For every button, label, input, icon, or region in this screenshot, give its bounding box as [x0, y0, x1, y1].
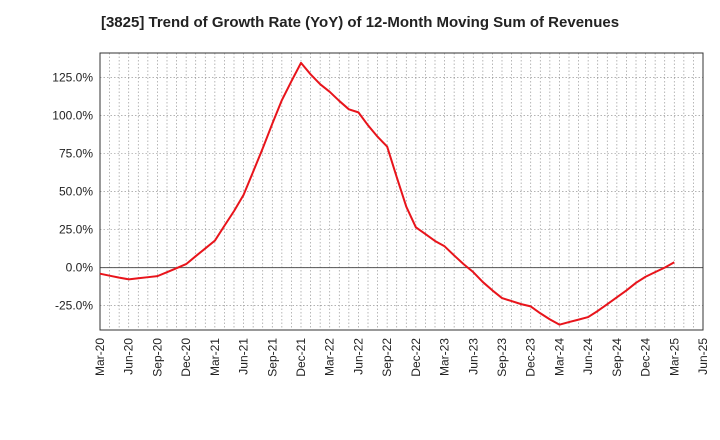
x-tick-label: Jun-22	[351, 338, 365, 375]
x-tick-label: Dec-21	[294, 338, 308, 377]
x-tick-label: Jun-23	[466, 338, 480, 375]
chart-title: [3825] Trend of Growth Rate (YoY) of 12-…	[100, 14, 620, 31]
y-tick-label: 75.0%	[59, 146, 93, 160]
x-tick-label: Dec-20	[179, 338, 193, 377]
plot-border	[99, 52, 704, 331]
x-tick-label: Jun-21	[237, 338, 251, 375]
y-tick-labels: -25.0% 0.0% 25.0% 50.0% 75.0% 100.0% 125.0%	[52, 70, 93, 312]
x-tick-label: Sep-24	[610, 338, 624, 377]
x-tick-label: Mar-22	[323, 338, 337, 376]
y-tick-label: 125.0%	[52, 70, 93, 84]
x-tick-label: Mar-23	[438, 338, 452, 376]
y-tick-label: 100.0%	[52, 108, 93, 122]
series-layer	[99, 61, 675, 326]
axes	[99, 52, 704, 331]
y-tick-label: -25.0%	[55, 299, 93, 313]
x-tick-label: Sep-23	[495, 338, 509, 377]
x-tick-label: Sep-20	[150, 338, 164, 377]
x-tick-label: Sep-22	[380, 338, 394, 377]
x-tick-label: Jun-25	[696, 338, 710, 375]
x-tick-label: Dec-23	[524, 338, 538, 377]
y-tick-label: 50.0%	[59, 185, 93, 199]
y-tick-label: 25.0%	[59, 223, 93, 237]
x-tick-label: Sep-21	[265, 338, 279, 377]
series-line	[99, 61, 675, 326]
x-tick-label: Mar-25	[667, 338, 681, 376]
x-tick-labels: Mar-20 Jun-20 Sep-20 Dec-20 Mar-21 Jun-21 Sep-…	[93, 338, 710, 377]
x-tick-label: Jun-24	[581, 338, 595, 375]
x-tick-label: Jun-20	[122, 338, 136, 375]
x-tick-label: Dec-24	[639, 338, 653, 377]
x-tick-label: Mar-24	[552, 338, 566, 376]
x-tick-label: Mar-20	[93, 338, 107, 376]
x-tick-label: Mar-21	[208, 338, 222, 376]
y-tick-label: 0.0%	[66, 261, 94, 275]
x-tick-label: Dec-22	[409, 338, 423, 377]
